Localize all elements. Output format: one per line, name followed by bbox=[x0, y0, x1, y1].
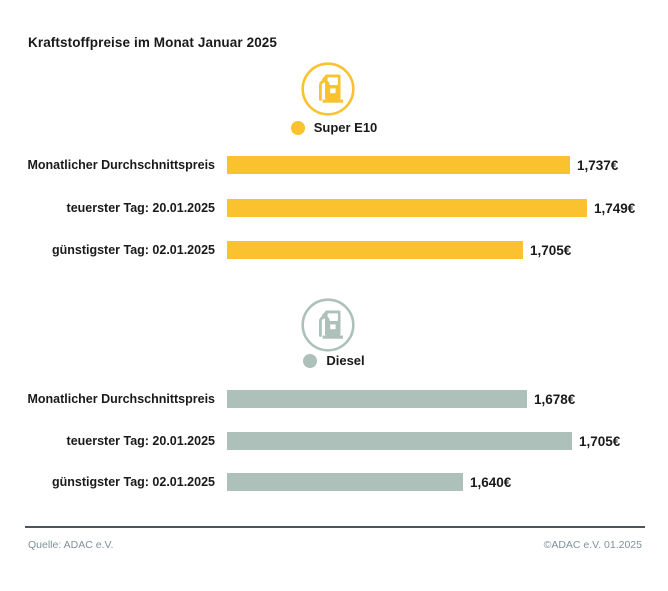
fuel-pump-icon bbox=[300, 61, 356, 117]
bar-super-max bbox=[227, 199, 587, 217]
legend-diesel: Diesel bbox=[0, 353, 668, 368]
bar-super-avg bbox=[227, 156, 570, 174]
bar-diesel-min bbox=[227, 473, 463, 491]
bar-value: 1,705€ bbox=[579, 433, 621, 449]
bar-value: 1,737€ bbox=[577, 157, 619, 173]
bar-row-diesel-min: günstigster Tag: 02.01.2025 1,640€ bbox=[0, 473, 668, 491]
bar-label: günstigster Tag: 02.01.2025 bbox=[51, 475, 215, 489]
footer-divider bbox=[25, 526, 645, 528]
bar-row-diesel-max: teuerster Tag: 20.01.2025 1,705€ bbox=[0, 432, 668, 450]
bar-row-diesel-avg: Monatlicher Durchschnittspreis 1,678€ bbox=[0, 390, 668, 408]
bar-label: teuerster Tag: 20.01.2025 bbox=[66, 434, 215, 448]
bar-label: teuerster Tag: 20.01.2025 bbox=[66, 201, 215, 215]
bar-label: Monatlicher Durchschnittspreis bbox=[27, 158, 215, 172]
page-title: Kraftstoffpreise im Monat Januar 2025 bbox=[28, 35, 278, 51]
bar-value: 1,749€ bbox=[594, 200, 636, 216]
bar-diesel-max bbox=[227, 432, 572, 450]
bar-row-super-min: günstigster Tag: 02.01.2025 1,705€ bbox=[0, 241, 668, 259]
legend-super-e10: Super E10 bbox=[0, 120, 668, 135]
bar-row-super-max: teuerster Tag: 20.01.2025 1,749€ bbox=[0, 199, 668, 217]
footer-copyright: ©ADAC e.V. 01.2025 bbox=[543, 539, 642, 551]
legend-dot-super-e10 bbox=[290, 120, 305, 135]
bar-label: Monatlicher Durchschnittspreis bbox=[27, 392, 215, 406]
legend-label-super-e10: Super E10 bbox=[313, 120, 378, 135]
bar-diesel-avg bbox=[227, 390, 527, 408]
fuel-pump-icon bbox=[300, 297, 356, 353]
bar-label: günstigster Tag: 02.01.2025 bbox=[51, 243, 215, 257]
bar-super-min bbox=[227, 241, 523, 259]
legend-label-diesel: Diesel bbox=[326, 353, 365, 368]
footer-source: Quelle: ADAC e.V. bbox=[28, 539, 114, 551]
bar-value: 1,678€ bbox=[534, 391, 576, 407]
bar-value: 1,705€ bbox=[530, 242, 572, 258]
bar-row-super-avg: Monatlicher Durchschnittspreis 1,737€ bbox=[0, 156, 668, 174]
bar-value: 1,640€ bbox=[470, 474, 512, 490]
legend-dot-diesel bbox=[303, 353, 318, 368]
